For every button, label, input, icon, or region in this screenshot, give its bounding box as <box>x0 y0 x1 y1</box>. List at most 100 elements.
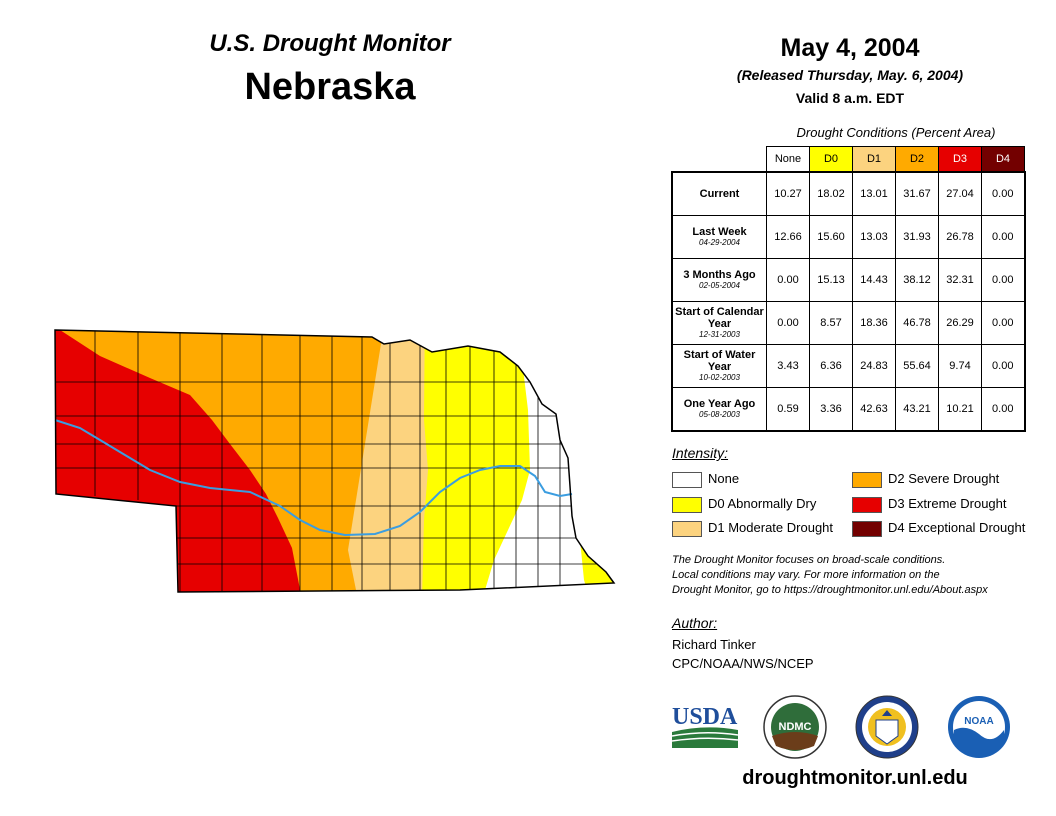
note-line: Local conditions may vary. For more info… <box>672 569 940 581</box>
usda-logo: USDA <box>671 704 739 748</box>
table-row: Start of Calendar Year 12-31-2003 0.00 8.… <box>671 301 1026 345</box>
cell: 26.29 <box>938 301 982 345</box>
cell: 6.36 <box>809 344 853 388</box>
table-row: 3 Months Ago 02-05-2004 0.00 15.13 14.43 … <box>671 258 1026 302</box>
legend-label: D3 Extreme Drought <box>888 496 1007 511</box>
row-label: Current <box>671 171 767 216</box>
table-row: Last Week 04-29-2004 12.66 15.60 13.03 31… <box>671 215 1026 259</box>
cell: 24.83 <box>852 344 896 388</box>
legend-label: D4 Exceptional Drought <box>888 520 1026 535</box>
table-title: Drought Conditions (Percent Area) <box>796 125 996 140</box>
legend-title: Intensity: <box>672 445 729 461</box>
cell: 3.43 <box>766 344 810 388</box>
state-border <box>54 329 616 593</box>
legend-swatch <box>852 496 882 513</box>
legend-label: D1 Moderate Drought <box>708 520 834 535</box>
cell: 13.01 <box>852 171 896 216</box>
cell: 42.63 <box>852 387 896 432</box>
county-lines <box>55 330 610 592</box>
table-header-row: None D0 D1 D2 D3 D4 <box>672 146 1025 173</box>
conditions-table: None D0 D1 D2 D3 D4 Current 10.27 18.02 … <box>671 146 1026 432</box>
website-url: droughtmonitor.unl.edu <box>742 767 968 789</box>
legend-item-d1: D1 Moderate Drought <box>672 519 833 537</box>
release-date: (Released Thursday, May. 6, 2004) <box>736 67 964 83</box>
row-label: Start of Calendar Year 12-31-2003 <box>671 301 767 345</box>
legend-item-d0: D0 Abnormally Dry <box>672 495 816 513</box>
cell: 32.31 <box>938 258 982 302</box>
cell: 26.78 <box>938 215 982 259</box>
svg-text:USDA: USDA <box>672 704 738 730</box>
col-none: None <box>766 146 810 173</box>
legend-swatch <box>672 520 702 537</box>
cell: 12.66 <box>766 215 810 259</box>
author-name: Richard Tinker <box>672 637 756 652</box>
cell: 38.12 <box>895 258 939 302</box>
svg-text:NOAA: NOAA <box>964 716 993 727</box>
svg-text:NDMC: NDMC <box>779 721 812 733</box>
platte-river <box>54 419 573 537</box>
col-d0: D0 <box>809 146 853 173</box>
legend-swatch <box>672 471 702 488</box>
legend-item-d4: D4 Exceptional Drought <box>852 519 1025 537</box>
row-label: 3 Months Ago 02-05-2004 <box>671 258 767 302</box>
note-line: Drought Monitor, go to https://droughtmo… <box>672 584 988 596</box>
legend-label: None <box>708 471 740 486</box>
legend-swatch <box>852 471 882 488</box>
cell: 10.27 <box>766 171 810 216</box>
page-title: Nebraska <box>244 66 416 108</box>
cell: 0.00 <box>981 258 1026 302</box>
cell: 10.21 <box>938 387 982 432</box>
cell: 31.93 <box>895 215 939 259</box>
noaa-logo: NOAA <box>948 696 1010 758</box>
valid-time: Valid 8 a.m. EDT <box>795 90 905 106</box>
table-row: Start of Water Year 10-02-2003 3.43 6.36 … <box>671 344 1026 388</box>
table-row: Current 10.27 18.02 13.01 31.67 27.04 0.… <box>671 171 1026 216</box>
cell: 8.57 <box>809 301 853 345</box>
cell: 0.00 <box>981 171 1026 216</box>
ndmc-logo: NDMC <box>763 695 827 759</box>
cell: 31.67 <box>895 171 939 216</box>
cell: 0.00 <box>981 215 1026 259</box>
row-label: Start of Water Year 10-02-2003 <box>671 344 767 388</box>
map-date: May 4, 2004 <box>780 34 920 62</box>
cell: 15.13 <box>809 258 853 302</box>
cell: 18.36 <box>852 301 896 345</box>
row-label: Last Week 04-29-2004 <box>671 215 767 259</box>
legend-swatch <box>852 520 882 537</box>
note-line: The Drought Monitor focuses on broad-sca… <box>672 554 946 566</box>
cell: 0.00 <box>766 258 810 302</box>
cell: 27.04 <box>938 171 982 216</box>
cell: 18.02 <box>809 171 853 216</box>
legend-item-d2: D2 Severe Drought <box>852 470 999 488</box>
author-heading: Author: <box>672 615 718 631</box>
col-d3: D3 <box>938 146 982 173</box>
table-row: One Year Ago 05-08-2003 0.59 3.36 42.63 4… <box>671 387 1026 432</box>
drought-map <box>54 329 616 593</box>
cell: 0.00 <box>981 387 1026 432</box>
author-org: CPC/NOAA/NWS/NCEP <box>672 656 814 671</box>
row-label: One Year Ago 05-08-2003 <box>671 387 767 432</box>
table-corner <box>672 147 767 173</box>
col-d2: D2 <box>895 146 939 173</box>
cell: 0.59 <box>766 387 810 432</box>
legend-label: D2 Severe Drought <box>888 471 1000 486</box>
col-d1: D1 <box>852 146 896 173</box>
cell: 0.00 <box>981 301 1026 345</box>
cell: 43.21 <box>895 387 939 432</box>
cell: 46.78 <box>895 301 939 345</box>
zone-d0-southeast <box>580 540 614 592</box>
cell: 3.36 <box>809 387 853 432</box>
doc-seal-logo <box>855 695 919 759</box>
cell: 55.64 <box>895 344 939 388</box>
disclaimer-note: The Drought Monitor focuses on broad-sca… <box>672 553 1042 598</box>
cell: 9.74 <box>938 344 982 388</box>
legend-label: D0 Abnormally Dry <box>708 496 817 511</box>
legend-item-none: None <box>672 470 739 488</box>
cell: 0.00 <box>766 301 810 345</box>
col-d4: D4 <box>981 146 1025 173</box>
cell: 13.03 <box>852 215 896 259</box>
cell: 14.43 <box>852 258 896 302</box>
map-subtitle: U.S. Drought Monitor <box>209 30 451 57</box>
legend-swatch <box>672 496 702 513</box>
legend-item-d3: D3 Extreme Drought <box>852 495 1007 513</box>
